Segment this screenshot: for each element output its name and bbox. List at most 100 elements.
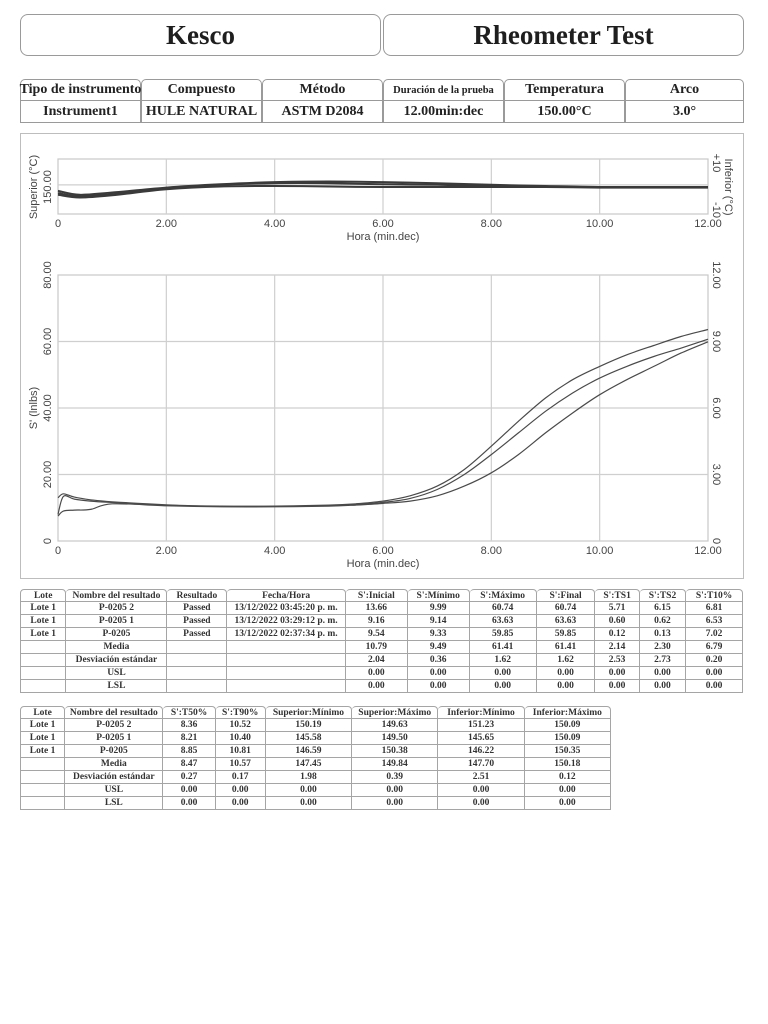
table-row: Lote 1 P-0205 Passed 13/12/2022 02:37:34 p.…: [20, 628, 743, 641]
table-cell: [167, 654, 228, 667]
table-cell: [227, 654, 346, 667]
test-info-table: Tipo de instrumento Compuesto Método Dur…: [20, 79, 744, 123]
table-cell: 10.81: [215, 745, 266, 758]
table-cell: P-0205 1: [66, 615, 168, 628]
column-header: S':Final: [536, 589, 596, 602]
table-cell: 0.12: [524, 771, 611, 784]
table-cell: Lote 1: [20, 719, 66, 732]
column-header: Inferior:Mínimo: [438, 706, 525, 719]
x-tick-label: 4.00: [264, 545, 285, 557]
y2-tick-label: 6.00: [710, 397, 722, 418]
y-tick-label: 80.00: [42, 261, 54, 289]
table-cell: [20, 797, 66, 810]
table-cell: [227, 680, 346, 693]
table-cell: 8.21: [163, 732, 216, 745]
x-tick-label: 0: [55, 218, 61, 230]
table-cell: 146.22: [438, 745, 525, 758]
x-tick-label: 10.00: [586, 218, 614, 230]
x-tick-label: 6.00: [372, 545, 393, 557]
table-cell: 0.12: [595, 628, 640, 641]
table-cell: 146.59: [265, 745, 353, 758]
table-cell: 61.41: [469, 641, 537, 654]
table-row: LSL 0.00 0.00 0.00 0.00 0.00 0.00: [20, 797, 611, 810]
table-cell: 149.63: [352, 719, 439, 732]
table-cell: [167, 680, 228, 693]
table-cell: 0.00: [524, 784, 611, 797]
table-cell: 150.38: [352, 745, 439, 758]
y-tick-label: 150.00: [42, 170, 54, 204]
table-cell: 0.00: [438, 784, 525, 797]
rheometer-charts: 0 2.00 4.00 6.00 8.00 10.00 12.00 Hora (min.dec…: [28, 154, 734, 570]
table-cell: Desviación estándar: [66, 654, 168, 667]
x-tick-label: 8.00: [481, 545, 502, 557]
table-cell: Media: [65, 758, 164, 771]
column-header: S':Inicial: [345, 589, 408, 602]
table-cell: 0.00: [469, 680, 537, 693]
series-line: [57, 338, 709, 515]
table-cell: 0.00: [407, 680, 470, 693]
table-cell: 10.40: [215, 732, 266, 745]
table-cell: Passed: [167, 602, 228, 615]
table-cell: 2.14: [595, 641, 640, 654]
table-cell: Lote 1: [20, 602, 67, 615]
table-cell: 9.33: [407, 628, 470, 641]
table-cell: 8.47: [163, 758, 216, 771]
y2-tick-label: 9.00: [710, 331, 722, 352]
results-table-2-header: Lote Nombre del resultado S':T50% S':T90% Su…: [20, 706, 611, 719]
table-cell: 0.00: [686, 667, 743, 680]
table-cell: 0.13: [639, 628, 687, 641]
table-cell: 63.63: [469, 615, 537, 628]
table-row: USL 0.00 0.00 0.00 0.00 0.00 0.00: [20, 784, 611, 797]
table-cell: 145.65: [438, 732, 525, 745]
info-value-instrument: Instrument1: [20, 101, 141, 123]
table-cell: 13/12/2022 02:37:34 p. m.: [227, 628, 346, 641]
table-cell: 0.00: [215, 797, 266, 810]
y2-tick-label: 12.00: [710, 261, 722, 289]
table-cell: 0.00: [595, 667, 640, 680]
table-cell: [20, 758, 66, 771]
table-cell: 0.20: [686, 654, 743, 667]
table-cell: 9.49: [407, 641, 470, 654]
table-cell: 61.41: [536, 641, 596, 654]
table-row: Lote 1 P-0205 2 Passed 13/12/2022 03:45:20 …: [20, 602, 743, 615]
table-cell: Lote 1: [20, 745, 66, 758]
table-cell: 0.00: [352, 784, 439, 797]
column-header: S':TS2: [639, 589, 687, 602]
x-tick-label: 2.00: [156, 545, 177, 557]
table-cell: 7.02: [686, 628, 743, 641]
table-cell: 147.45: [265, 758, 353, 771]
series-line: [57, 341, 709, 517]
report-title: Rheometer Test: [383, 14, 744, 56]
table-cell: 0.00: [352, 797, 439, 810]
table-cell: 0.62: [639, 615, 687, 628]
results-table-1-header: Lote Nombre del resultado Resultado Fecha/H…: [20, 589, 743, 602]
y-axis-label: Superior (°C): [28, 155, 40, 219]
table-cell: 9.54: [345, 628, 408, 641]
info-value-method: ASTM D2084: [262, 101, 383, 123]
table-cell: [20, 667, 67, 680]
table-cell: P-0205 2: [66, 602, 168, 615]
table-cell: 2.53: [595, 654, 640, 667]
x-tick-label: 2.00: [156, 218, 177, 230]
column-header: S':Máximo: [469, 589, 537, 602]
column-header: Lote: [20, 706, 66, 719]
table-cell: 0.00: [163, 784, 216, 797]
table-cell: 149.50: [352, 732, 439, 745]
column-header: Inferior:Máximo: [524, 706, 611, 719]
info-header-temperature: Temperatura: [504, 79, 625, 101]
column-header: Lote: [20, 589, 67, 602]
table-cell: P-0205 1: [65, 732, 164, 745]
x-tick-label: 8.00: [481, 218, 502, 230]
info-value-compound: HULE NATURAL: [141, 101, 262, 123]
table-cell: 147.70: [438, 758, 525, 771]
table-cell: [20, 654, 67, 667]
table-row: USL 0.00 0.00 0.00 0.00 0.00 0.00 0.00: [20, 667, 743, 680]
table-cell: 150.35: [524, 745, 611, 758]
table-cell: 0.00: [639, 680, 687, 693]
y2-tick-label: 0: [710, 538, 722, 544]
table-cell: Lote 1: [20, 628, 67, 641]
table-cell: 1.62: [469, 654, 537, 667]
results-table-2: Lote Nombre del resultado S':T50% S':T90% Su…: [20, 706, 611, 810]
table-cell: 0.00: [215, 784, 266, 797]
x-axis-label: Hora (min.dec): [347, 558, 420, 570]
